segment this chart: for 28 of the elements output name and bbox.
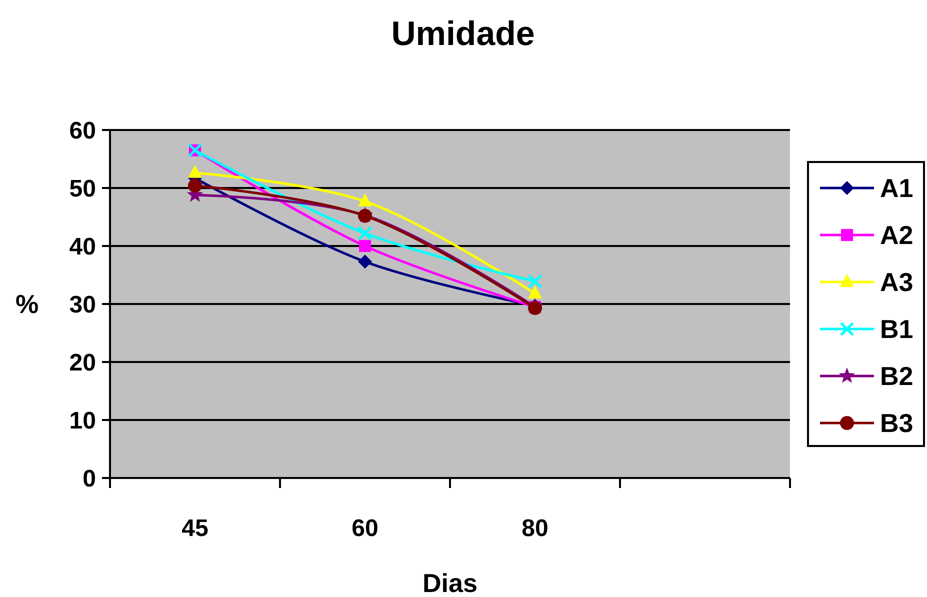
x-tick-label: 80 — [522, 515, 548, 542]
y-tick-label: 30 — [69, 291, 96, 318]
y-axis-title: % — [15, 289, 39, 320]
point — [528, 286, 542, 299]
x-axis-title: Dias — [422, 568, 478, 597]
point — [528, 301, 542, 316]
y-tick-label: 0 — [82, 465, 96, 492]
legend-label: A1 — [880, 173, 914, 204]
point — [358, 226, 372, 240]
point — [358, 193, 372, 206]
y-tick-label: 50 — [69, 175, 96, 202]
y-tick-label: 40 — [69, 233, 96, 260]
legend-label: B3 — [880, 408, 914, 438]
point — [188, 178, 202, 193]
point — [528, 274, 542, 289]
x-tick-label: 45 — [182, 515, 208, 542]
y-tick-label: 20 — [69, 349, 96, 376]
legend-label: B1 — [880, 314, 914, 344]
legend-label: B2 — [880, 361, 914, 392]
point — [358, 254, 372, 269]
point — [188, 164, 202, 178]
y-tick-label: 60 — [69, 117, 96, 144]
point — [359, 240, 371, 252]
legend-label: A2 — [880, 220, 914, 250]
x-tick-label: 60 — [352, 515, 378, 542]
chart-title: Umidade — [391, 15, 535, 53]
legend-label: A3 — [880, 267, 914, 298]
y-tick-label: 10 — [69, 407, 96, 434]
